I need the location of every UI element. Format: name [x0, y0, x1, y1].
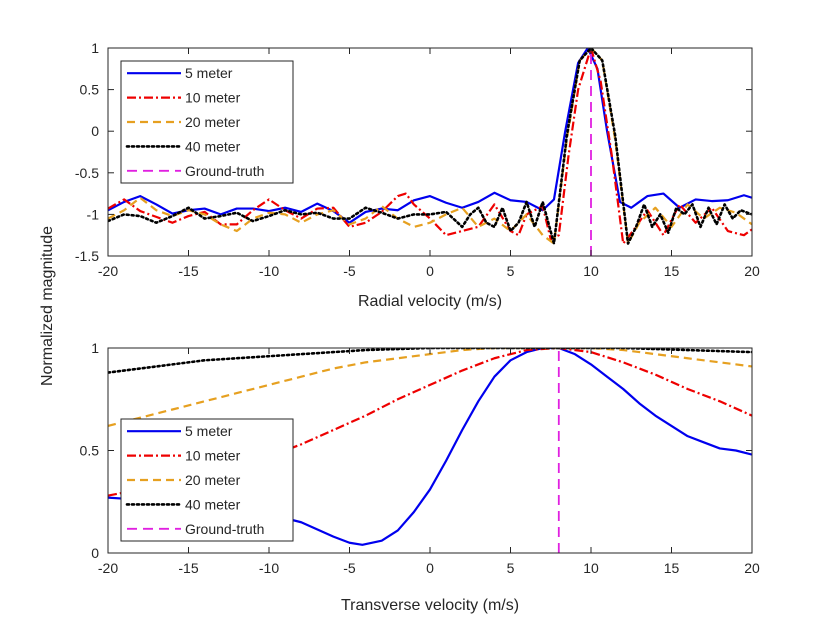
x-tick-label: -20: [98, 263, 118, 279]
x-tick-label: 0: [426, 263, 434, 279]
x-tick-label: 20: [744, 560, 760, 576]
x-tick-label: 5: [507, 263, 515, 279]
x-tick-label: -20: [98, 560, 118, 576]
y-tick-label: -1.5: [75, 248, 99, 264]
x-tick-label: 0: [426, 560, 434, 576]
y-tick-label: 0.5: [80, 443, 100, 459]
bottom-chart: -20 -15 -10 -5 0 5 10 15 20 0 0.5 1 Transverse veloc…: [80, 340, 760, 614]
legend-label-2: 10 meter: [185, 90, 241, 106]
legend: 5 meter 10 meter 20 meter 40 meter Ground-tr…: [120, 60, 294, 184]
x-tick-label: -10: [259, 560, 279, 576]
legend-box: [120, 418, 294, 542]
x-tick-label: -5: [343, 263, 356, 279]
legend-box: [120, 60, 294, 184]
x-tick-label: 15: [664, 263, 680, 279]
x-tick-label: 5: [507, 560, 515, 576]
x-tick-label: 10: [583, 263, 599, 279]
legend-label-5: Ground-truth: [185, 521, 264, 537]
y-tick-label: 1: [91, 340, 99, 356]
x-tick-label: -10: [259, 263, 279, 279]
series-line-4: [108, 48, 752, 245]
series-line-1: [108, 48, 752, 224]
series-line-3: [108, 348, 752, 427]
y-tick-label: 0: [91, 545, 99, 561]
x-tick-label: -15: [178, 263, 198, 279]
y-tick-label: -0.5: [75, 165, 99, 181]
x-tick-label: 10: [583, 560, 599, 576]
x-tick-label: 15: [664, 560, 680, 576]
y-tick-label: 0: [91, 123, 99, 139]
legend-label-3: 20 meter: [185, 472, 241, 488]
legend-label-4: 40 meter: [185, 138, 241, 154]
legend-label-3: 20 meter: [185, 114, 241, 130]
top-chart: -20 -15 -10 -5 0 5 10 15 20 -1.5 -1 -0.5 0 0.5 1 Radial…: [75, 40, 760, 310]
y-tick-label: 0.5: [80, 82, 100, 98]
y-tick-label: 1: [91, 40, 99, 56]
x-tick-label: 20: [744, 263, 760, 279]
legend-label-5: Ground-truth: [185, 163, 264, 179]
x-tick-label: -5: [343, 560, 356, 576]
shared-y-axis-label: Normalized magnitude: [39, 226, 56, 386]
x-axis-label: Radial velocity (m/s): [358, 293, 502, 310]
x-tick-label: -15: [178, 560, 198, 576]
series-line-3: [108, 48, 752, 245]
legend: 5 meter 10 meter 20 meter 40 meter Ground-tr…: [120, 418, 294, 542]
legend-label-1: 5 meter: [185, 65, 233, 81]
legend-label-1: 5 meter: [185, 423, 233, 439]
legend-label-4: 40 meter: [185, 496, 241, 512]
y-tick-label: -1: [87, 206, 100, 222]
legend-label-2: 10 meter: [185, 448, 241, 464]
series-group: [108, 48, 752, 256]
x-axis-label: Transverse velocity (m/s): [341, 597, 519, 614]
